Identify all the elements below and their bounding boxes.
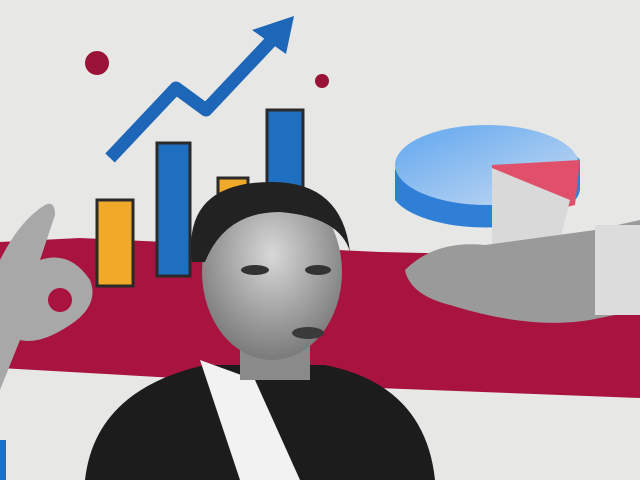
bar-1 [95, 198, 135, 288]
bar-2 [155, 141, 192, 278]
pie-chart-icon [395, 125, 580, 245]
ok-hand-gesture [0, 203, 93, 390]
portrait-photo [85, 182, 435, 480]
blue-edge-fragment [0, 440, 6, 480]
red-dot-left [85, 51, 109, 75]
red-dot-right [315, 74, 329, 88]
bar-4 [265, 108, 305, 192]
open-hand [405, 220, 640, 323]
trend-arrow-icon [105, 16, 294, 163]
